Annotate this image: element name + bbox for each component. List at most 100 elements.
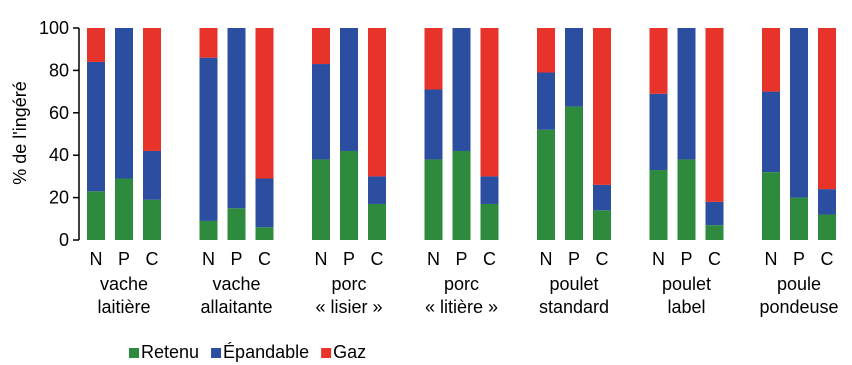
bar-segment-epandable	[593, 184, 611, 211]
bar-segment-gaz	[199, 28, 218, 58]
bar-label: N	[540, 249, 553, 269]
bar-label: C	[596, 249, 609, 269]
bar-segment-gaz	[87, 28, 105, 62]
bar-segment-gaz	[705, 28, 724, 202]
legend-swatch	[129, 348, 139, 358]
bar-segment-retenu	[818, 214, 836, 240]
bar-segment-epandable	[368, 176, 386, 204]
bar-segment-epandable	[537, 72, 555, 130]
bar-segment-epandable	[565, 28, 583, 107]
bar-label: N	[427, 249, 440, 269]
group-label: label	[667, 297, 705, 317]
bar-label: N	[315, 249, 328, 269]
bar-segment-retenu	[452, 150, 471, 240]
y-axis: 0 20 40 60 80 100	[39, 18, 80, 250]
bar-label: N	[202, 249, 215, 269]
bar-segment-gaz	[143, 28, 161, 151]
plot-area	[87, 28, 836, 240]
bar-segment-retenu	[565, 106, 583, 240]
bar-segment-gaz	[424, 28, 443, 90]
group-label: standard	[539, 297, 609, 317]
bar-segment-gaz	[593, 28, 611, 185]
bar-segment-epandable	[452, 28, 471, 151]
bar-label: C	[371, 249, 384, 269]
y-tick-label: 60	[49, 103, 69, 123]
bar-label: C	[708, 249, 721, 269]
bar-segment-epandable	[199, 57, 218, 221]
bar-segment-gaz	[762, 28, 780, 92]
legend-swatch	[211, 348, 222, 358]
bar-segment-epandable	[424, 89, 443, 160]
group-label: allaitante	[200, 297, 272, 317]
group-label: poule	[777, 274, 821, 294]
bar-label: C	[483, 249, 496, 269]
bar-segment-retenu	[115, 178, 133, 240]
bar-segment-retenu	[677, 159, 696, 240]
bar-segment-epandable	[115, 28, 133, 179]
bar-segment-retenu	[762, 172, 780, 240]
legend-label: Épandable	[223, 342, 309, 362]
bar-segment-epandable	[790, 28, 808, 198]
legend-label: Retenu	[141, 342, 199, 362]
y-axis-title: % de l'ingéré	[10, 81, 30, 185]
bar-segment-epandable	[227, 28, 246, 209]
bar-label: P	[343, 249, 355, 269]
group-label: vache	[212, 274, 260, 294]
bar-label: P	[230, 249, 242, 269]
bar-segment-retenu	[593, 210, 611, 240]
bar-segment-epandable	[649, 93, 668, 171]
bar-segment-retenu	[790, 197, 808, 240]
bar-label: P	[793, 249, 805, 269]
bar-segment-epandable	[255, 178, 274, 228]
bar-segment-epandable	[340, 28, 358, 151]
group-label: poulet	[662, 274, 711, 294]
bar-segment-retenu	[480, 203, 499, 240]
bar-segment-retenu	[227, 208, 246, 240]
group-label: pondeuse	[759, 297, 838, 317]
bar-segment-gaz	[480, 28, 499, 177]
bar-segment-epandable	[677, 28, 696, 160]
bar-segment-gaz	[649, 28, 668, 94]
legend: Retenu Épandable Gaz	[129, 342, 366, 362]
group-label: « lisier »	[315, 297, 382, 317]
bar-label: P	[568, 249, 580, 269]
bar-segment-retenu	[340, 150, 358, 240]
group-label: vache	[100, 274, 148, 294]
bar-segment-gaz	[818, 28, 836, 190]
y-tick-label: 20	[49, 188, 69, 208]
bar-label: P	[680, 249, 692, 269]
bar-segment-retenu	[143, 199, 161, 240]
bar-label: P	[455, 249, 467, 269]
bar-label: C	[258, 249, 271, 269]
legend-label: Gaz	[333, 342, 366, 362]
y-tick-label: 80	[49, 60, 69, 80]
bar-segment-retenu	[424, 159, 443, 240]
y-tick-label: 0	[59, 230, 69, 250]
bar-segment-retenu	[537, 129, 555, 240]
group-label: porc	[444, 274, 479, 294]
bar-segment-retenu	[312, 159, 330, 240]
bar-segment-epandable	[312, 64, 330, 160]
bar-label: N	[765, 249, 778, 269]
y-tick-label: 40	[49, 145, 69, 165]
bar-segment-retenu	[255, 227, 274, 240]
bar-segment-epandable	[480, 176, 499, 204]
group-label: poulet	[549, 274, 598, 294]
bar-segment-retenu	[87, 191, 105, 240]
group-label: porc	[331, 274, 366, 294]
bar-segment-gaz	[368, 28, 386, 177]
bar-segment-retenu	[368, 203, 386, 240]
bar-segment-gaz	[255, 28, 274, 179]
group-label: « litière »	[425, 297, 498, 317]
bar-label: N	[652, 249, 665, 269]
bar-segment-gaz	[312, 28, 330, 65]
legend-swatch	[321, 348, 332, 358]
bar-segment-retenu	[649, 170, 668, 240]
group-label: laitière	[97, 297, 150, 317]
bar-segment-retenu	[199, 220, 218, 240]
bar-segment-epandable	[762, 91, 780, 173]
bar-segment-epandable	[818, 189, 836, 215]
bar-label: C	[146, 249, 159, 269]
